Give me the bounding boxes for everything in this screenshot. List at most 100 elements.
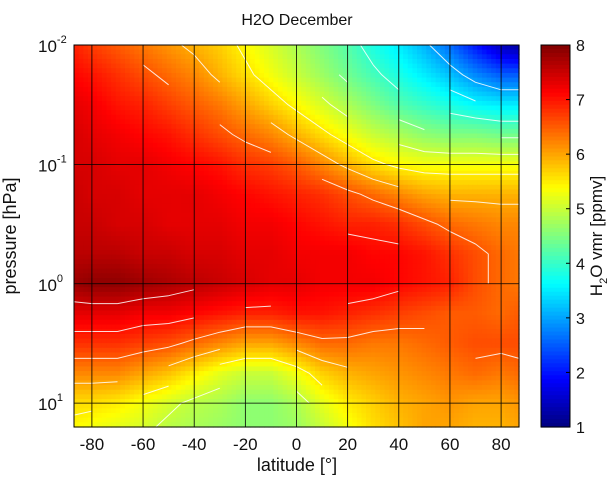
heatmap-cell [296, 226, 302, 232]
heatmap-cell [328, 133, 335, 139]
heatmap-cell [495, 96, 502, 102]
heatmap-cell [310, 170, 316, 177]
heatmap-cell [430, 222, 437, 228]
heatmap-cell [129, 91, 135, 97]
heatmap-cell [180, 208, 186, 214]
heatmap-cell [412, 96, 418, 102]
heatmap-cell [444, 268, 451, 274]
heatmap-cell [92, 114, 98, 121]
heatmap-cell [213, 91, 219, 97]
heatmap-cell [129, 245, 135, 251]
heatmap-cell [444, 147, 451, 153]
heatmap-cell [83, 105, 89, 111]
heatmap-cell [333, 100, 339, 107]
heatmap-cell [124, 166, 131, 172]
heatmap-cell [347, 68, 353, 74]
heatmap-cell [208, 249, 214, 256]
heatmap-cell [491, 138, 497, 144]
heatmap-cell [458, 184, 464, 191]
heatmap-cell [398, 152, 404, 158]
heatmap-cell [486, 156, 492, 163]
heatmap-cell [477, 259, 483, 265]
heatmap-cell [458, 194, 464, 200]
heatmap-cell [166, 100, 172, 107]
heatmap-cell [157, 245, 163, 251]
heatmap-cell [338, 58, 344, 65]
heatmap-cell [171, 208, 177, 214]
heatmap-cell [454, 54, 460, 60]
heatmap-cell [356, 86, 362, 93]
heatmap-cell [305, 259, 312, 265]
heatmap-cell [134, 208, 140, 214]
heatmap-cell [514, 100, 520, 107]
heatmap-cell [194, 277, 200, 284]
heatmap-cell [509, 68, 515, 74]
heatmap-cell [370, 124, 376, 130]
heatmap-cell [440, 54, 446, 60]
heatmap-cell [134, 212, 140, 218]
heatmap-cell [208, 68, 214, 74]
heatmap-cell [143, 110, 149, 116]
heatmap-cell [440, 124, 446, 130]
heatmap-cell [403, 77, 409, 83]
heatmap-cell [120, 198, 126, 204]
heatmap-cell [403, 86, 409, 93]
heatmap-cell [259, 259, 265, 265]
heatmap-cell [157, 273, 163, 279]
heatmap-cell [407, 184, 413, 191]
heatmap-cell [74, 45, 80, 51]
heatmap-cell [83, 91, 89, 97]
heatmap-cell [319, 96, 325, 102]
heatmap-cell [389, 175, 395, 181]
heatmap-cell [315, 86, 321, 93]
heatmap-cell [361, 240, 367, 246]
heatmap-cell [129, 282, 135, 288]
heatmap-cell [222, 96, 228, 102]
heatmap-cell [287, 110, 293, 116]
heatmap-cell [449, 222, 455, 228]
heatmap-cell [500, 124, 506, 130]
heatmap-cell [398, 273, 404, 279]
heatmap-cell [403, 277, 409, 284]
heatmap-cell [495, 166, 502, 172]
heatmap-cell [417, 198, 423, 204]
heatmap-cell [250, 254, 256, 260]
heatmap-cell [273, 170, 279, 177]
heatmap-cell [236, 170, 242, 177]
heatmap-cell [157, 49, 163, 55]
heatmap-cell [175, 208, 182, 214]
heatmap-cell [421, 198, 427, 204]
heatmap-cell [370, 208, 376, 214]
heatmap-cell [444, 277, 451, 284]
heatmap-cell [111, 128, 117, 135]
heatmap-cell [199, 119, 205, 125]
heatmap-cell [74, 259, 80, 265]
heatmap-cell [305, 58, 312, 65]
heatmap-cell [240, 114, 247, 121]
heatmap-cell [407, 133, 413, 139]
heatmap-cell [240, 166, 247, 172]
heatmap-cell [495, 133, 502, 139]
heatmap-cell [157, 226, 163, 232]
heatmap-cell [194, 263, 200, 270]
heatmap-cell [264, 198, 270, 204]
heatmap-cell [426, 277, 432, 284]
heatmap-cell [250, 180, 256, 186]
heatmap-cell [83, 180, 89, 186]
heatmap-cell [222, 45, 228, 51]
heatmap-cell [240, 133, 247, 139]
heatmap-cell [301, 282, 307, 288]
heatmap-cell [180, 217, 186, 223]
heatmap-cell [157, 166, 163, 172]
heatmap-cell [305, 82, 312, 88]
heatmap-cell [486, 105, 492, 111]
heatmap-cell [264, 268, 270, 274]
heatmap-cell [505, 170, 511, 177]
heatmap-cell [148, 184, 154, 191]
heatmap-cell [180, 273, 186, 279]
heatmap-cell [134, 273, 140, 279]
heatmap-cell [430, 268, 437, 274]
heatmap-cell [152, 180, 159, 186]
heatmap-cell [277, 240, 284, 246]
heatmap-cell [92, 226, 98, 232]
